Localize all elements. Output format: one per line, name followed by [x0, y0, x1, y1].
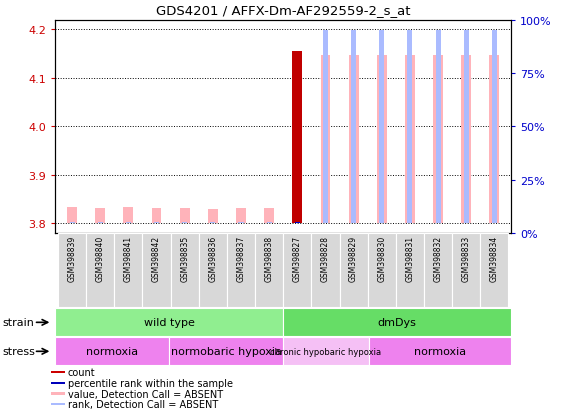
Text: GSM398833: GSM398833 [462, 235, 471, 282]
Bar [311, 233, 339, 308]
Text: count: count [68, 367, 95, 377]
Bar [452, 233, 480, 308]
Text: value, Detection Call = ABSENT: value, Detection Call = ABSENT [68, 389, 223, 399]
Bar [349, 55, 358, 224]
Text: GSM398834: GSM398834 [490, 235, 499, 282]
Bar [339, 233, 368, 308]
Text: GSM398828: GSM398828 [321, 235, 330, 282]
Bar [95, 209, 105, 224]
Bar [407, 31, 413, 224]
Text: GSM398835: GSM398835 [180, 235, 189, 282]
Text: GSM398837: GSM398837 [236, 235, 246, 282]
Bar [284, 309, 511, 337]
Bar [58, 233, 86, 308]
Text: GSM398831: GSM398831 [406, 235, 414, 282]
Bar [51, 392, 65, 394]
Bar [492, 31, 497, 224]
Bar [114, 233, 142, 308]
Bar [292, 52, 302, 224]
Bar [379, 31, 384, 224]
Bar [264, 208, 274, 224]
Bar [255, 233, 284, 308]
Bar [368, 233, 396, 308]
Bar [267, 223, 272, 224]
Bar [424, 233, 452, 308]
Bar [210, 223, 216, 224]
Text: rank, Detection Call = ABSENT: rank, Detection Call = ABSENT [68, 399, 218, 409]
Bar [70, 223, 74, 224]
Bar [480, 233, 508, 308]
Bar [461, 55, 471, 224]
Text: GSM398832: GSM398832 [433, 235, 443, 282]
Bar [98, 223, 103, 224]
Bar [180, 208, 189, 224]
Bar [227, 233, 255, 308]
Bar [182, 223, 187, 224]
Bar [321, 55, 331, 224]
Title: GDS4201 / AFFX-Dm-AF292559-2_s_at: GDS4201 / AFFX-Dm-AF292559-2_s_at [156, 4, 411, 17]
Bar [284, 233, 311, 308]
Text: GSM398840: GSM398840 [96, 235, 105, 282]
Bar [351, 31, 356, 224]
Bar [169, 337, 284, 366]
Text: normoxia: normoxia [414, 347, 466, 356]
Text: GSM398836: GSM398836 [209, 235, 217, 282]
Bar [396, 233, 424, 308]
Bar [489, 55, 499, 224]
Text: GSM398830: GSM398830 [377, 235, 386, 282]
Text: wild type: wild type [144, 318, 195, 328]
Bar [199, 233, 227, 308]
Text: strain: strain [3, 318, 35, 328]
Bar [405, 55, 415, 224]
Text: GSM398839: GSM398839 [67, 235, 77, 282]
Bar [124, 208, 133, 224]
Text: GSM398827: GSM398827 [293, 235, 302, 282]
Bar [142, 233, 171, 308]
Text: GSM398842: GSM398842 [152, 235, 161, 282]
Bar [51, 382, 65, 384]
Bar [295, 223, 300, 224]
Bar [51, 371, 65, 373]
Bar [51, 403, 65, 405]
Bar [154, 223, 159, 224]
Text: GSM398829: GSM398829 [349, 235, 358, 282]
Text: normoxia: normoxia [86, 347, 138, 356]
Bar [55, 337, 169, 366]
Bar [55, 309, 284, 337]
Bar [236, 208, 246, 224]
Text: percentile rank within the sample: percentile rank within the sample [68, 378, 233, 388]
Bar [171, 233, 199, 308]
Bar [369, 337, 511, 366]
Bar [377, 55, 387, 224]
Text: dmDys: dmDys [378, 318, 417, 328]
Bar [433, 55, 443, 224]
Text: chronic hypobaric hypoxia: chronic hypobaric hypoxia [270, 347, 382, 356]
Bar [126, 223, 131, 224]
Bar [67, 208, 77, 224]
Bar [323, 31, 328, 224]
Bar [208, 209, 218, 224]
Bar [152, 208, 162, 224]
Text: GSM398838: GSM398838 [265, 235, 274, 282]
Bar [238, 223, 243, 224]
Bar [284, 337, 369, 366]
Bar [464, 31, 469, 224]
Text: GSM398841: GSM398841 [124, 235, 133, 282]
Text: normobaric hypoxia: normobaric hypoxia [171, 347, 282, 356]
Text: stress: stress [3, 347, 36, 356]
Bar [436, 31, 440, 224]
Bar [86, 233, 114, 308]
